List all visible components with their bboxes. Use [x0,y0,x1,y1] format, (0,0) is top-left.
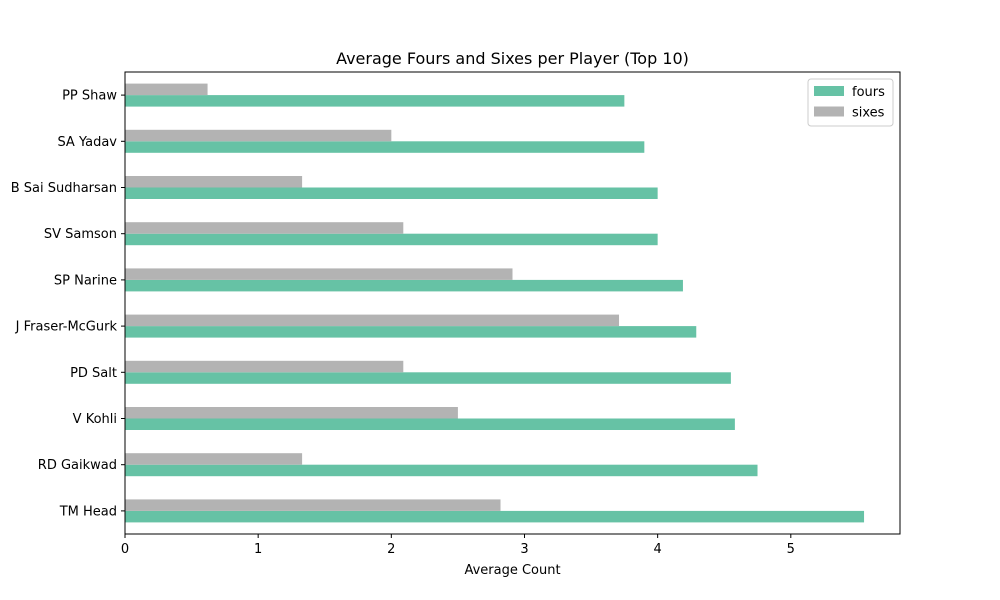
legend-swatch-fours [814,86,844,96]
bar-sixes-pd-salt [125,360,404,373]
y-tick-label: TM Head [59,504,117,519]
bar-sixes-j-fraser-mcgurk [125,314,620,327]
x-tick-label: 0 [121,542,129,557]
bar-sixes-sv-samson [125,222,404,234]
bar-fours-tm-head [125,510,865,523]
y-tick-label: PD Salt [70,366,117,381]
bar-fours-sv-samson [125,233,658,246]
y-tick-label: B Sai Sudharsan [11,181,117,196]
bar-fours-pd-salt [125,372,731,384]
chart-title: Average Fours and Sixes per Player (Top … [336,49,689,68]
plot-frame [124,71,901,535]
bar-sixes-sp-narine [125,268,513,280]
x-tick-label: 4 [654,542,662,557]
bar-fours-rd-gaikwad [125,464,758,477]
x-tick-label: 3 [520,542,528,557]
bar-fours-sa-yadav [125,141,645,153]
y-tick-label: PP Shaw [62,89,117,104]
bar-fours-b-sai-sudharsan [125,187,658,199]
bar-fours-sp-narine [125,279,683,292]
x-tick-label: 5 [787,542,795,557]
y-axis: TM Head RD Gaikwad V Kohli PD Salt J Fraser-… [11,89,125,519]
bar-fours-pp-shaw [125,95,625,107]
bar-sixes-b-sai-sudharsan [125,176,303,188]
x-axis: 0 1 2 3 4 5 [121,534,795,557]
y-tick-label: SA Yadav [57,135,117,150]
bars-group [125,83,865,523]
y-tick-label: V Kohli [73,412,117,427]
legend-swatch-sixes [814,106,844,117]
x-axis-label: Average Count [464,563,560,578]
bar-sixes-sa-yadav [125,129,392,142]
bar-sixes-pp-shaw [125,83,208,96]
legend-label-fours: fours [852,85,885,100]
bar-sixes-v-kohli [125,407,458,419]
bar-sixes-tm-head [125,499,501,511]
legend-label-sixes: sixes [852,106,885,121]
legend: fours sixes [807,78,894,127]
y-tick-label: J Fraser-McGurk [15,320,118,335]
y-tick-label: SV Samson [44,227,117,242]
x-tick-label: 2 [387,542,395,557]
y-tick-label: SP Narine [54,273,117,288]
bar-fours-j-fraser-mcgurk [125,326,697,338]
x-tick-label: 1 [254,542,262,557]
bar-sixes-rd-gaikwad [125,453,303,465]
y-tick-label: RD Gaikwad [38,458,117,473]
bar-fours-v-kohli [125,418,735,430]
